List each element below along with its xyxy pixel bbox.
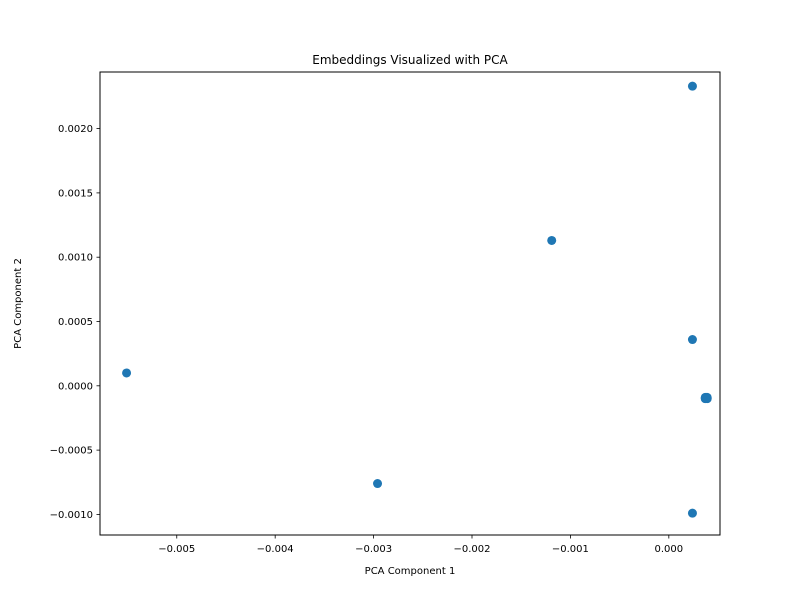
data-points bbox=[122, 81, 712, 518]
chart-title: Embeddings Visualized with PCA bbox=[312, 53, 508, 67]
y-tick-label: 0.0015 bbox=[58, 188, 93, 199]
x-tick-label: −0.003 bbox=[355, 544, 392, 555]
x-tick-label: −0.004 bbox=[257, 544, 294, 555]
data-point bbox=[122, 368, 132, 378]
data-point bbox=[687, 508, 697, 518]
y-axis-label: PCA Component 2 bbox=[13, 258, 24, 349]
x-tick-label: −0.005 bbox=[158, 544, 195, 555]
data-point bbox=[687, 81, 697, 91]
plot-frame bbox=[99, 71, 721, 536]
y-tick-label: 0.0000 bbox=[58, 381, 93, 392]
data-point bbox=[373, 479, 383, 489]
x-axis-ticks: −0.005 −0.004 −0.003 −0.002 −0.001 0.000 bbox=[158, 535, 683, 555]
x-tick-label: −0.002 bbox=[453, 544, 490, 555]
data-point bbox=[687, 335, 697, 345]
data-point bbox=[702, 394, 712, 404]
y-tick-label: 0.0020 bbox=[58, 124, 93, 135]
y-tick-label: 0.0005 bbox=[58, 317, 93, 328]
x-axis-label: PCA Component 1 bbox=[365, 566, 456, 577]
y-tick-label: −0.0005 bbox=[50, 446, 93, 457]
y-tick-label: 0.0010 bbox=[58, 253, 93, 264]
y-axis-ticks: −0.0010 −0.0005 0.0000 0.0005 0.0010 0.0015 0.… bbox=[50, 124, 100, 521]
x-tick-label: 0.000 bbox=[655, 544, 684, 555]
data-point bbox=[547, 235, 557, 245]
y-tick-label: −0.0010 bbox=[50, 510, 93, 521]
x-tick-label: −0.001 bbox=[552, 544, 589, 555]
